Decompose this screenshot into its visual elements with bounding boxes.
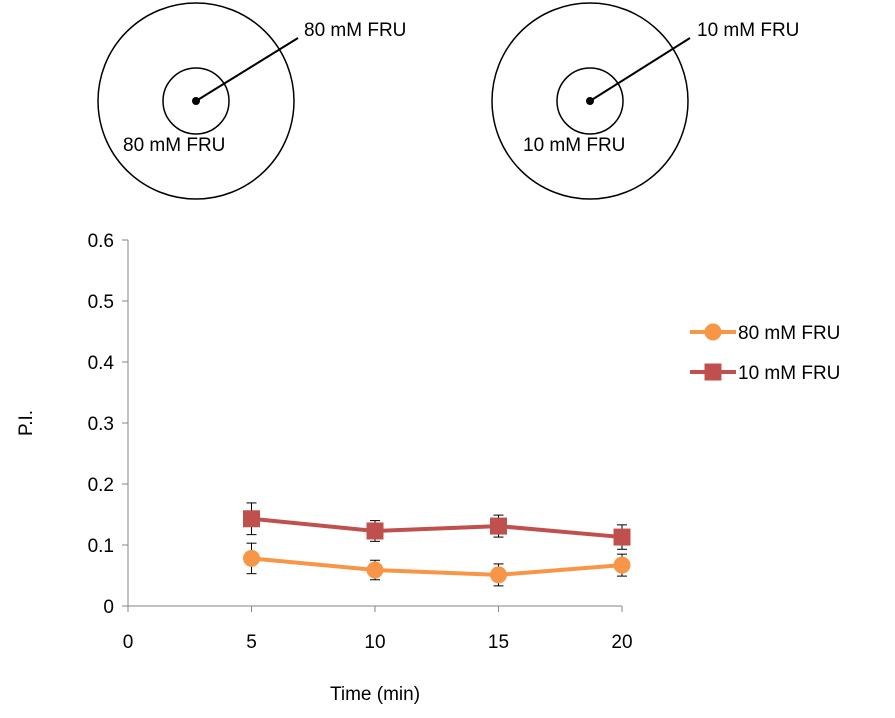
legend-label: 80 mM FRU — [738, 323, 840, 344]
series-80mm — [243, 542, 631, 587]
legend-item: 10 mM FRU — [690, 363, 840, 384]
x-tick-label: 5 — [246, 632, 257, 653]
pointer-line — [195, 37, 299, 102]
series-line — [251, 516, 623, 540]
data-point — [366, 522, 384, 540]
line-chart: 0 0.1 0.2 0.3 0.4 0.5 0.6 0 5 10 15 20 P.I. Time (… — [16, 231, 840, 705]
diagram-10mm: 10 mM FRU 10 mM FRU — [491, 2, 799, 200]
y-tick-label: 0.3 — [88, 414, 114, 435]
data-point — [490, 566, 507, 584]
data-point — [243, 510, 260, 528]
data-point — [366, 561, 384, 579]
pointer-line — [589, 37, 691, 102]
series-group — [243, 502, 631, 587]
legend-marker — [704, 323, 722, 341]
series-line — [251, 556, 623, 577]
legend-marker — [704, 363, 722, 381]
y-tick-label: 0.4 — [88, 353, 115, 374]
y-tick-label: 0.1 — [88, 536, 114, 557]
inner-label: 80 mM FRU — [123, 135, 225, 156]
outer-label: 80 mM FRU — [304, 20, 406, 41]
data-point — [243, 549, 260, 567]
outer-circle — [491, 2, 689, 200]
y-tick-label: 0.6 — [88, 231, 114, 252]
diagram-80mm: 80 mM FRU 80 mM FRU — [97, 2, 406, 200]
y-tick-label: 0.2 — [88, 475, 114, 496]
legend-item: 80 mM FRU — [690, 323, 840, 344]
data-point — [613, 556, 631, 574]
inner-circle — [162, 67, 230, 135]
inner-label: 10 mM FRU — [523, 135, 625, 156]
x-tick-label: 0 — [123, 632, 134, 653]
x-tick-label: 20 — [611, 632, 632, 653]
x-tick-label: 15 — [488, 632, 509, 653]
y-ticks: 0 0.1 0.2 0.3 0.4 0.5 0.6 — [88, 231, 128, 618]
legend-label: 10 mM FRU — [738, 363, 840, 384]
x-tick-label: 10 — [364, 632, 385, 653]
y-tick-label: 0.5 — [88, 292, 114, 313]
legend: 80 mM FRU 10 mM FRU — [690, 323, 840, 384]
y-axis-label: P.I. — [16, 410, 37, 436]
x-ticks: 0 5 10 15 20 — [123, 606, 633, 653]
y-tick-label: 0 — [103, 597, 114, 618]
inner-circle — [556, 67, 624, 135]
outer-circle — [97, 2, 295, 200]
data-point — [613, 528, 631, 546]
data-point — [490, 517, 507, 535]
x-axis-label: Time (min) — [330, 684, 420, 705]
outer-label: 10 mM FRU — [697, 20, 799, 41]
series-10mm — [243, 502, 631, 550]
